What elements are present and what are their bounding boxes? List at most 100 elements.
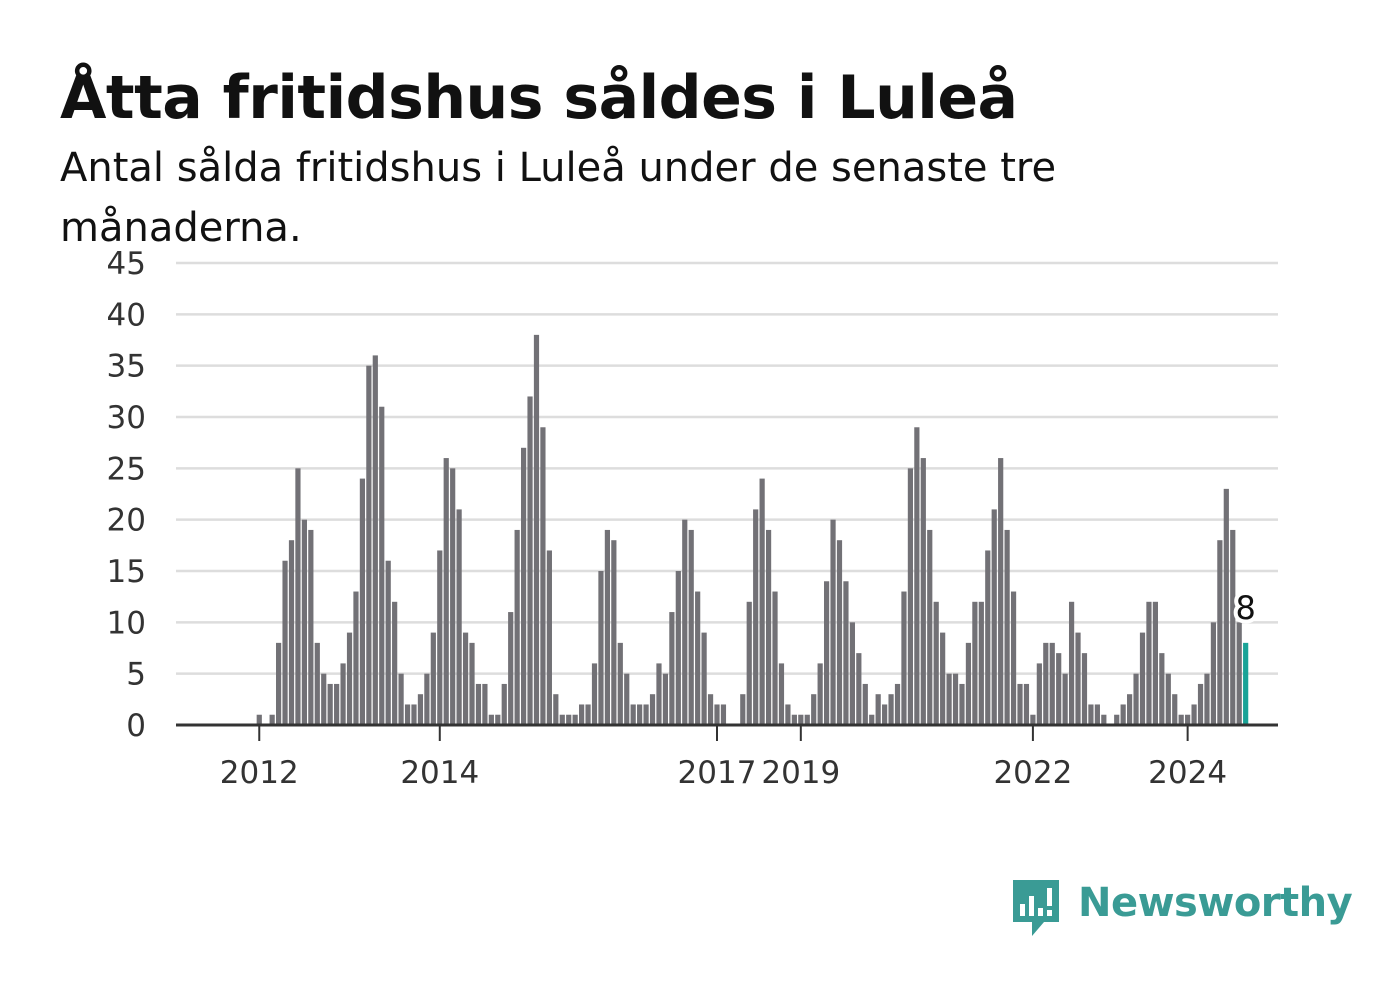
bar <box>327 683 333 725</box>
last-value-label: 8 <box>1235 589 1255 627</box>
bar <box>495 714 501 725</box>
bar <box>907 468 914 725</box>
bar <box>804 714 810 725</box>
bar <box>688 529 694 725</box>
bar <box>501 683 507 725</box>
bar <box>914 427 920 725</box>
bar <box>1243 642 1249 725</box>
bar <box>952 673 959 725</box>
bar <box>1023 683 1030 725</box>
bar <box>1068 601 1075 725</box>
bar <box>888 694 894 725</box>
bar <box>398 673 404 725</box>
bar <box>1094 704 1100 725</box>
bar <box>1146 601 1152 725</box>
y-tick-label: 45 <box>107 246 146 282</box>
bar <box>798 714 804 725</box>
bar <box>1043 642 1049 725</box>
gridlines <box>176 261 1278 675</box>
bar <box>882 704 888 725</box>
bar <box>1191 704 1197 725</box>
bar <box>334 683 340 725</box>
bar <box>411 704 417 725</box>
bar <box>1004 529 1010 725</box>
bar <box>1133 673 1139 725</box>
bar <box>566 714 572 725</box>
bar <box>430 632 436 725</box>
bar <box>862 683 868 725</box>
bar <box>372 355 378 725</box>
bar <box>637 704 643 725</box>
bar <box>1236 622 1242 725</box>
bar <box>611 540 617 725</box>
bar <box>875 694 881 725</box>
bar <box>1036 663 1042 725</box>
bar <box>424 673 430 725</box>
bar <box>675 571 681 725</box>
y-axis: 0 5 10 15 20 25 30 35 40 45 <box>107 246 146 744</box>
bar <box>1139 632 1146 725</box>
bar <box>772 591 778 725</box>
bar <box>765 529 772 725</box>
bar <box>598 571 604 725</box>
x-tick-label: 2012 <box>220 755 299 791</box>
bar <box>617 642 623 725</box>
bar <box>791 714 797 725</box>
bar <box>475 683 482 725</box>
bar <box>1075 632 1081 725</box>
y-tick-label: 15 <box>107 554 146 590</box>
x-tick-label: 2024 <box>1148 755 1227 791</box>
bar <box>1017 683 1023 725</box>
bar <box>985 550 991 725</box>
bar <box>933 601 939 725</box>
bar <box>604 529 611 725</box>
bar <box>482 683 488 725</box>
bar <box>714 704 720 725</box>
bar <box>978 601 984 725</box>
bar <box>759 478 765 725</box>
newsworthy-logo-icon <box>1013 880 1059 936</box>
brand-name: Newsworthy <box>1078 880 1353 926</box>
x-tick-label: 2014 <box>400 755 479 791</box>
bar <box>553 694 559 725</box>
bar <box>824 581 830 725</box>
bar <box>695 591 701 725</box>
bar <box>340 663 346 725</box>
bar <box>456 509 462 725</box>
y-tick-label: 10 <box>107 605 146 641</box>
bar <box>417 694 424 725</box>
bar <box>972 601 978 725</box>
bar <box>1127 694 1133 725</box>
bar <box>1204 673 1210 725</box>
bar <box>404 704 411 725</box>
bar <box>662 673 669 725</box>
bar <box>624 673 630 725</box>
bar <box>508 612 514 725</box>
bar <box>359 478 366 725</box>
chart-subtitle: Antal sålda fritidshus i Luleå under de … <box>60 145 1057 251</box>
bars <box>256 334 1249 725</box>
bar <box>811 694 817 725</box>
bar <box>1159 653 1165 725</box>
bar <box>1114 714 1120 725</box>
bar <box>572 714 578 725</box>
bar <box>469 642 475 725</box>
bar <box>443 458 449 725</box>
bar <box>849 622 855 725</box>
bar <box>965 642 972 725</box>
y-tick-label: 40 <box>107 297 146 333</box>
bar <box>1010 591 1017 725</box>
bar <box>288 540 295 725</box>
bar <box>940 632 946 725</box>
bar <box>346 632 353 725</box>
bar <box>1062 673 1068 725</box>
bar <box>295 468 301 725</box>
bar <box>1081 653 1088 725</box>
bar <box>276 642 282 725</box>
bar <box>998 458 1004 725</box>
bar <box>1197 683 1204 725</box>
bar <box>488 714 494 725</box>
y-tick-label: 25 <box>107 451 146 487</box>
bar <box>1088 704 1094 725</box>
y-tick-label: 35 <box>107 349 146 385</box>
